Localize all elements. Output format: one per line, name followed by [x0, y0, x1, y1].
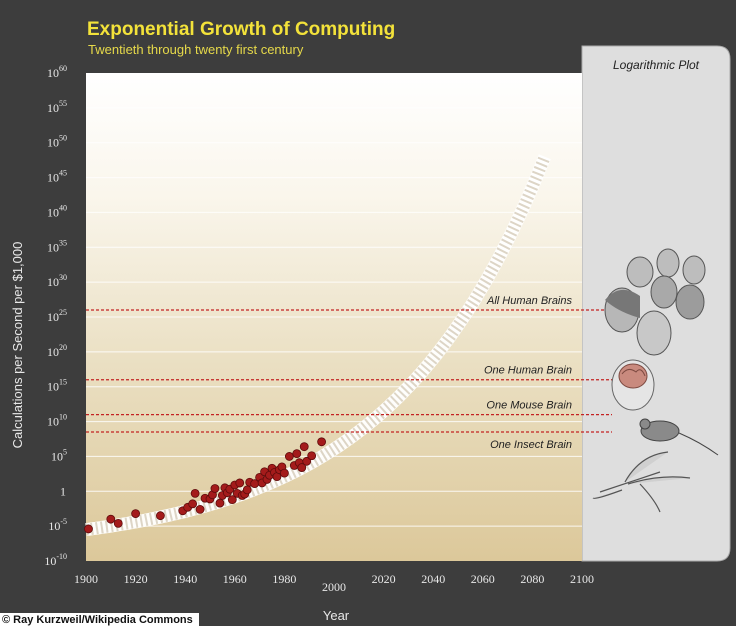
x-tick-label: 2040 [421, 572, 445, 586]
data-point [317, 437, 327, 447]
data-point [106, 514, 116, 524]
y-tick-label: 1010 [47, 413, 67, 429]
data-point [242, 485, 252, 495]
x-axis: 1900 1920 1940 1960 1980 2000 2020 2040 2060 2080… [74, 572, 594, 594]
gridlines [86, 107, 582, 527]
x-tick-label: 2000 [322, 580, 346, 594]
human-brain-illustration [611, 359, 655, 411]
x-tick-label: 1980 [272, 572, 296, 586]
x-tick-label: 1960 [223, 572, 247, 586]
data-point [113, 518, 123, 528]
reference-line-label: All Human Brains [486, 295, 572, 307]
panel-title: Logarithmic Plot [613, 58, 700, 72]
y-axis-label: Calculations per Second per $1,000 [10, 242, 25, 449]
data-point [307, 451, 317, 461]
data-point [131, 509, 141, 518]
data-point [190, 488, 200, 498]
y-tick-label: 1045 [47, 169, 67, 185]
y-tick-label: 10-10 [44, 552, 67, 568]
reference-line-label: One Mouse Brain [486, 400, 572, 412]
data-point [284, 452, 294, 461]
human-heads-illustration [604, 248, 706, 356]
x-tick-label: 2020 [372, 572, 396, 586]
data-point [235, 478, 245, 488]
data-point [155, 511, 165, 521]
y-tick-label: 1050 [47, 134, 67, 150]
x-tick-label: 1920 [124, 572, 148, 586]
y-tick-label: 1025 [47, 308, 67, 324]
data-point [292, 449, 302, 459]
reference-line-label: One Insect Brain [490, 439, 572, 451]
data-point [210, 484, 220, 493]
dragonfly-illustration [592, 451, 691, 513]
x-tick-label: 1940 [173, 572, 197, 586]
y-tick-label: 1020 [47, 343, 67, 359]
y-tick-label: 1030 [47, 273, 67, 289]
y-tick-label: 1055 [47, 99, 67, 115]
mouse-illustration [639, 418, 719, 456]
y-tick-label: 105 [51, 447, 67, 463]
y-axis: 1060 1055 1050 1045 1040 1035 1030 1025 1020 1015… [44, 64, 67, 568]
chart-subtitle: Twentieth through twenty first century [88, 42, 304, 57]
data-points [84, 437, 327, 534]
reference-line-label: One Human Brain [484, 365, 572, 377]
y-tick-label: 1060 [47, 64, 67, 80]
data-point [84, 524, 93, 534]
data-point [299, 442, 309, 452]
x-tick-label: 1900 [74, 572, 98, 586]
x-tick-label: 2100 [570, 572, 594, 586]
image-credit: © Ray Kurzweil/Wikipedia Commons [0, 613, 199, 626]
y-tick-label: 1040 [47, 203, 67, 219]
data-point [297, 463, 307, 472]
reference-lines: All Human Brains One Human Brain One Mouse… [86, 295, 612, 451]
data-point [302, 456, 312, 466]
x-axis-label: Year [323, 608, 350, 623]
data-point [215, 498, 225, 508]
y-tick-label: 1015 [47, 378, 67, 394]
data-point [195, 505, 205, 514]
x-tick-label: 2060 [471, 572, 495, 586]
y-tick-label: 10-5 [48, 517, 67, 533]
trend-band-stripes [85, 154, 551, 536]
y-tick-label: 1035 [47, 238, 67, 254]
data-point [188, 499, 198, 509]
data-point [227, 495, 237, 505]
y-tick-label: 1 [60, 484, 66, 498]
x-tick-label: 2080 [520, 572, 544, 586]
data-point [279, 468, 289, 478]
chart-title: Exponential Growth of Computing [87, 19, 395, 40]
